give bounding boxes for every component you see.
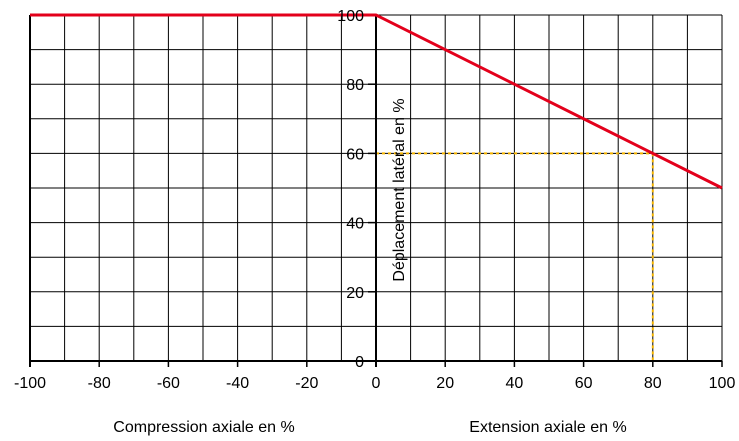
- x-tick-label: 100: [709, 375, 736, 392]
- x-tick-label: -80: [88, 375, 111, 392]
- x-tick-labels: -100 -80 -60 -40 -20 0 20 40 60 80 100: [14, 375, 735, 392]
- x-axis-title-left: Compression axiale en %: [113, 419, 294, 436]
- x-tick-label: -60: [157, 375, 180, 392]
- x-tick-label: 20: [436, 375, 454, 392]
- y-tick-label: 100: [337, 8, 364, 25]
- y-tick-label: 20: [346, 285, 364, 302]
- y-tick-label: 80: [346, 77, 364, 94]
- y-tick-labels: 0 20 40 60 80 100: [337, 8, 364, 371]
- x-tick-label: -100: [14, 375, 46, 392]
- series-line: [30, 13, 723, 190]
- x-axis-title-right: Extension axiale en %: [469, 419, 626, 436]
- reference-lines: [376, 152, 654, 361]
- axes: [29, 14, 723, 367]
- x-tick-label: 0: [372, 375, 381, 392]
- x-tick-label: -40: [226, 375, 249, 392]
- y-tick-label: 0: [355, 354, 364, 371]
- x-tick-label: -20: [295, 375, 318, 392]
- y-tick-label: 60: [346, 146, 364, 163]
- y-axis-title: Déplacement latéral en %: [391, 98, 408, 281]
- y-tick-label: 40: [346, 216, 364, 233]
- x-tick-label: 80: [644, 375, 662, 392]
- x-tick-label: 40: [506, 375, 524, 392]
- series-lines: [30, 13, 723, 190]
- x-tick-label: 60: [575, 375, 593, 392]
